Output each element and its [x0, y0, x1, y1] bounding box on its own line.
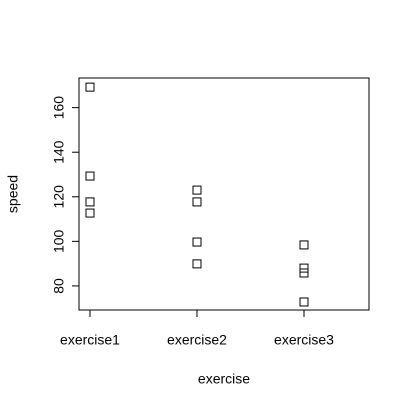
point — [85, 171, 95, 181]
x-tick-label: exercise3 — [274, 332, 334, 348]
point — [85, 208, 95, 218]
point — [192, 185, 202, 195]
y-tick-label: 140 — [51, 140, 67, 164]
y-axis-label: speed — [5, 175, 21, 213]
point — [299, 263, 309, 273]
y-tick-label: 160 — [51, 96, 67, 120]
point — [299, 240, 309, 250]
plot-frame — [78, 77, 370, 311]
point — [299, 268, 309, 278]
y-tick-label: 80 — [51, 278, 67, 294]
x-tick-label: exercise2 — [167, 332, 227, 348]
y-tick-label: 120 — [51, 185, 67, 209]
y-tick-label: 100 — [51, 229, 67, 253]
point — [85, 197, 95, 207]
point — [192, 197, 202, 207]
point — [85, 82, 95, 92]
point — [299, 297, 309, 307]
x-axis-label: exercise — [198, 371, 250, 387]
x-tick-label: exercise1 — [60, 332, 120, 348]
point — [192, 259, 202, 269]
point — [192, 237, 202, 247]
